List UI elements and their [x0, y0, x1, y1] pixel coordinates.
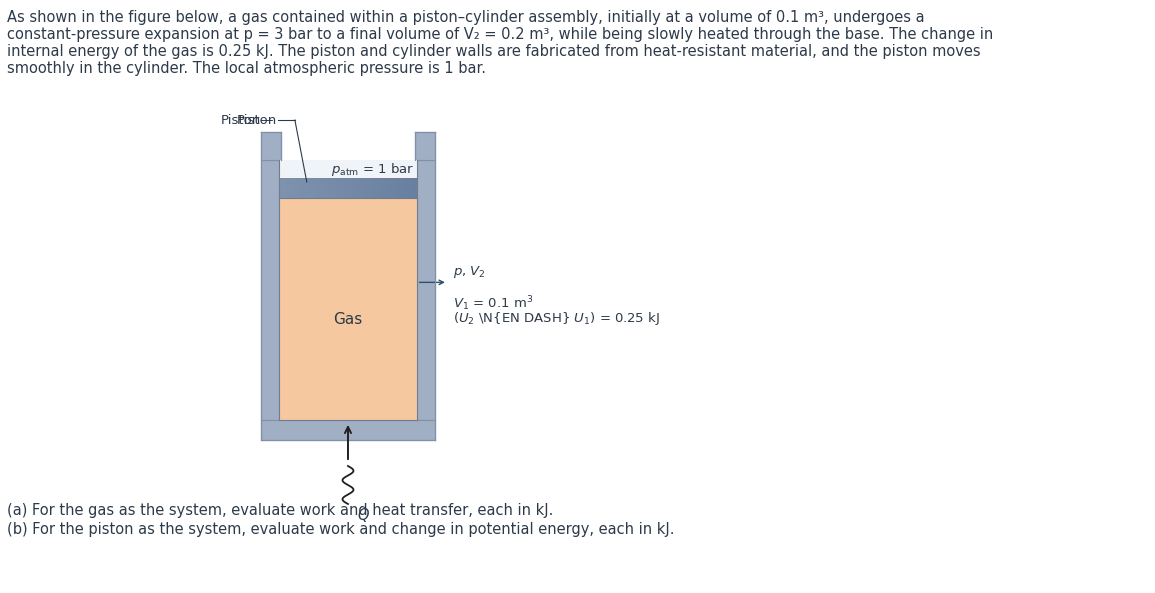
Bar	[280, 198, 417, 420]
Bar	[415, 132, 435, 160]
Text: Piston—: Piston—	[222, 113, 275, 126]
Text: $V_1$ = 0.1 m$^3$: $V_1$ = 0.1 m$^3$	[453, 294, 534, 313]
Bar	[417, 160, 435, 420]
Bar	[280, 160, 417, 178]
Text: ($U_2$ \N{EN DASH} $U_1$) = 0.25 kJ: ($U_2$ \N{EN DASH} $U_1$) = 0.25 kJ	[453, 310, 661, 327]
Text: smoothly in the cylinder. The local atmospheric pressure is 1 bar.: smoothly in the cylinder. The local atmo…	[7, 61, 486, 76]
Text: (a) For the gas as the system, evaluate work and heat transfer, each in kJ.: (a) For the gas as the system, evaluate …	[7, 503, 553, 518]
Text: As shown in the figure below, a gas contained within a piston–cylinder assembly,: As shown in the figure below, a gas cont…	[7, 10, 925, 25]
Text: Piston: Piston	[237, 113, 276, 126]
Bar	[261, 420, 435, 440]
Bar	[261, 160, 280, 420]
Text: internal energy of the gas is 0.25 kJ. The piston and cylinder walls are fabrica: internal energy of the gas is 0.25 kJ. T…	[7, 44, 981, 59]
Text: $p_\mathrm{atm}$ = 1 bar: $p_\mathrm{atm}$ = 1 bar	[331, 161, 415, 178]
Bar	[280, 178, 417, 198]
Text: $p$, $V_2$: $p$, $V_2$	[453, 264, 486, 280]
Text: constant-pressure expansion at p = 3 bar to a final volume of V₂ = 0.2 m³, while: constant-pressure expansion at p = 3 bar…	[7, 27, 993, 42]
Text: Gas: Gas	[334, 311, 363, 327]
Text: $Q$: $Q$	[357, 506, 370, 524]
Text: (b) For the piston as the system, evaluate work and change in potential energy, : (b) For the piston as the system, evalua…	[7, 522, 675, 537]
Bar	[261, 132, 281, 160]
